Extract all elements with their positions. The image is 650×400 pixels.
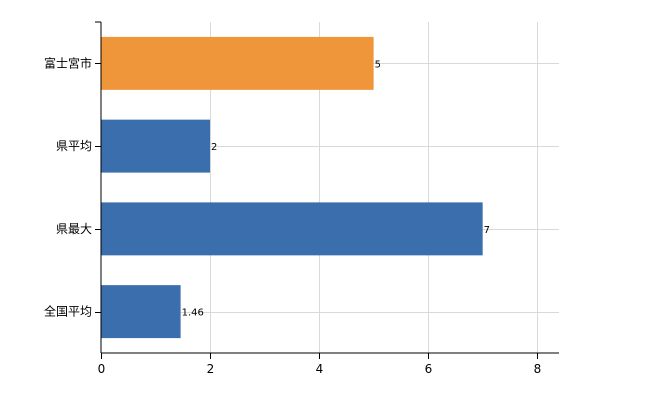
y-tick-label: 県最大	[56, 222, 92, 236]
y-tick-label: 県平均	[56, 139, 92, 153]
bars	[101, 36, 483, 339]
y-tick-label: 全国平均	[44, 304, 92, 319]
data-label: 7	[484, 225, 490, 236]
x-tick-label: 0	[98, 362, 106, 376]
x-tick-label: 8	[534, 362, 542, 376]
bar	[101, 36, 374, 90]
x-tick-label: 4	[316, 362, 324, 376]
bar	[101, 202, 483, 256]
data-label: 2	[211, 142, 217, 153]
bar	[101, 285, 181, 339]
data-label: 5	[375, 59, 381, 70]
axes	[95, 21, 559, 359]
bar	[101, 119, 211, 173]
y-tick-label: 富士宮市	[44, 55, 92, 70]
data-label: 1.46	[182, 308, 204, 319]
labels: 0 2 4 6 8 富士宮市 5 県平均 2 県最大 7 全国平均 1.46	[44, 55, 541, 376]
x-tick-label: 2	[207, 362, 215, 376]
x-tick-label: 6	[425, 362, 433, 376]
